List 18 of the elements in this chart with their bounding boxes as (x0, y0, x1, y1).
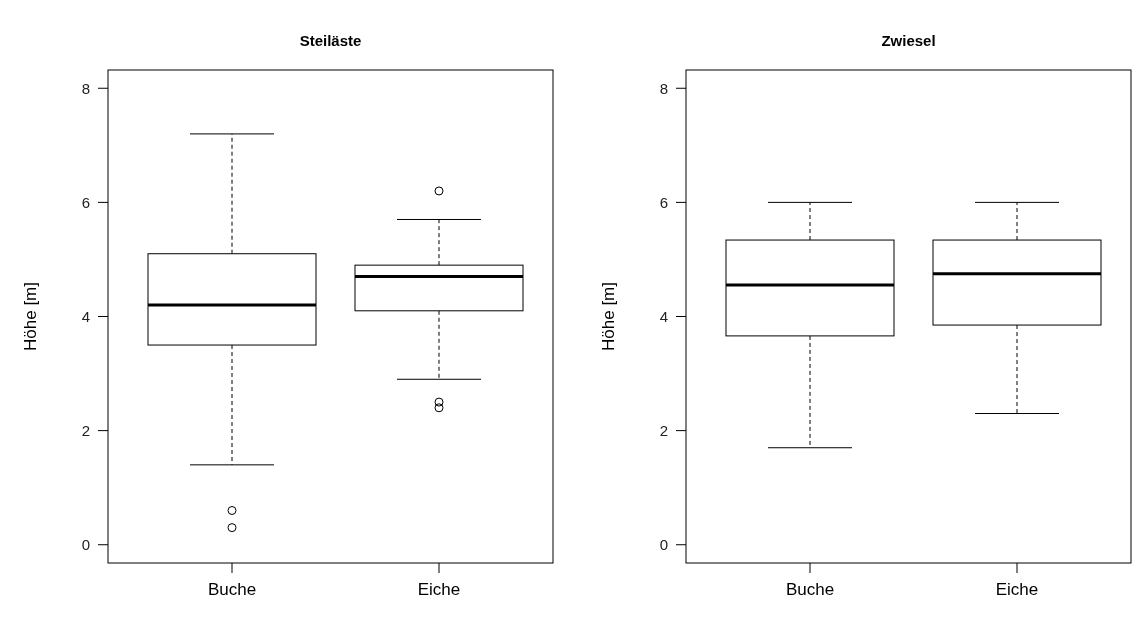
y-axis-title: Höhe [m] (599, 282, 618, 351)
y-axis-title: Höhe [m] (21, 282, 40, 351)
y-tick-label: 0 (659, 535, 668, 553)
y-tick-label: 8 (659, 79, 668, 97)
chart-title: Zwiesel (881, 32, 936, 49)
chart-title: Steiläste (299, 32, 362, 49)
y-tick-label: 2 (659, 421, 668, 439)
y-tick-label: 6 (659, 193, 668, 211)
x-tick-label: Buche (785, 580, 835, 599)
y-tick-label: 4 (81, 307, 90, 325)
y-tick-label: 2 (81, 421, 90, 439)
y-tick-label: 6 (81, 193, 90, 211)
x-tick-label: Buche (207, 580, 257, 599)
x-tick-label: Eiche (995, 580, 1039, 599)
y-tick-label: 4 (659, 307, 668, 325)
y-tick-label: 8 (81, 79, 90, 97)
y-tick-label: 0 (81, 535, 90, 553)
x-tick-label: Eiche (417, 580, 461, 599)
